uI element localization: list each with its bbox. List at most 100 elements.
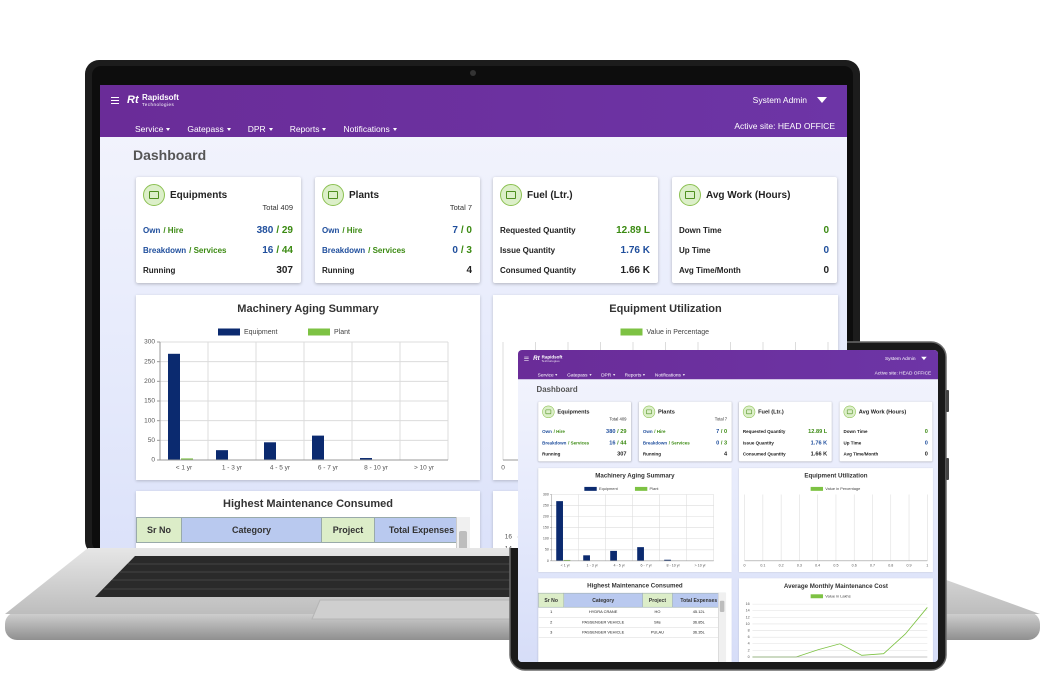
scrollbar-thumb[interactable]: [459, 531, 467, 548]
stat-value-part: 307: [276, 264, 293, 276]
user-menu[interactable]: System Admin: [752, 95, 807, 105]
stat-card: Avg Work (Hours) Down Time 0 Up Time 0 Avg Ti…: [839, 401, 933, 462]
nav-item[interactable]: Reports: [625, 372, 646, 378]
y-tick-label: 50: [545, 548, 549, 552]
chart-title: Equipment Utilization: [804, 473, 867, 480]
stat-label-part: Avg Time/Month: [843, 451, 879, 457]
table-cell: 45.12L: [374, 542, 469, 548]
chart: Machinery Aging Summary Equipment Plant 0 50…: [144, 303, 449, 472]
nav-item[interactable]: Service: [538, 372, 558, 378]
x-tick-label: < 1 yr: [176, 465, 193, 472]
table-title: Highest Maintenance Consumed: [223, 498, 393, 510]
stat-value-part: 380: [256, 224, 274, 236]
table-cell: 3: [538, 627, 564, 638]
stat-label: Consumed Quantity: [500, 266, 576, 275]
stat-label: Up Time: [844, 441, 862, 446]
legend-swatch: [620, 328, 643, 336]
legend-swatch: [810, 594, 824, 599]
top-bar: Rt Rapidsoft Technologies System Admin Servi…: [100, 85, 847, 137]
nav-item[interactable]: Notifications: [655, 372, 685, 378]
x-tick-label: 1 - 3 yr: [587, 563, 599, 567]
nav-item[interactable]: Service: [135, 124, 170, 134]
legend-swatch: [810, 486, 824, 491]
y-tick-label: 0: [547, 559, 549, 563]
nav-item[interactable]: DPR: [248, 124, 273, 134]
stat-value-part: 0: [716, 439, 720, 446]
scrollbar-thumb[interactable]: [719, 600, 725, 613]
page-title: Dashboard: [536, 384, 578, 394]
nav-menu: Service Gatepass DPR Reports Notifications: [538, 372, 685, 378]
stat-label-part: Running: [642, 451, 662, 457]
stat-label-part: Down Time: [843, 429, 868, 435]
card-icon: [322, 184, 344, 206]
stat-card: Avg Work (Hours) Down Time 0 Up Time 0 Avg Ti…: [672, 177, 837, 283]
x-tick-label: 0.3: [797, 563, 802, 567]
user-menu[interactable]: System Admin: [884, 355, 916, 362]
chart-title: Average Monthly Maintenance Cost: [784, 583, 888, 590]
x-tick-label: 0.4: [815, 563, 820, 567]
stat-value-part: / 29: [276, 224, 293, 236]
chart-title: Machinery Aging Summary: [595, 473, 675, 480]
card-icon-glyph: [646, 409, 652, 415]
x-tick-label: 0.2: [779, 563, 784, 567]
x-tick-label: 0.6: [852, 563, 857, 567]
user-caret[interactable]: [921, 356, 927, 361]
x-tick-label: > 10 yr: [414, 465, 435, 472]
y-tick-label: 6: [748, 635, 750, 639]
nav-item[interactable]: Reports: [290, 124, 327, 134]
stat-value: 1.76 K: [621, 245, 650, 256]
bar: [556, 501, 563, 561]
user-caret[interactable]: [817, 97, 827, 103]
stat-value: 0: [925, 428, 928, 434]
nav-item[interactable]: Gatepass: [187, 124, 230, 134]
y-tick-label: 12: [746, 615, 750, 619]
stat-value: 1.76 K: [811, 440, 828, 446]
card-total: Total 7: [449, 203, 472, 212]
nav-item[interactable]: Gatepass: [567, 372, 591, 378]
card-title: Plants: [658, 409, 675, 416]
card-icon-glyph: [746, 409, 752, 415]
bar: [563, 559, 571, 561]
stat-label-part: Breakdown: [322, 246, 366, 255]
stat-value: 0/ 3: [716, 440, 727, 446]
column-header: Sr No: [136, 517, 182, 543]
stat-label-part: / Services: [368, 246, 406, 255]
menu-toggle[interactable]: [524, 356, 529, 361]
x-tick-label: 0: [744, 563, 746, 567]
nav-item[interactable]: Notifications: [343, 124, 396, 134]
legend-swatch: [218, 328, 240, 336]
chart-title: Equipment Utilization: [609, 303, 722, 315]
bar: [181, 458, 193, 460]
column-header: Total Expenses: [374, 517, 469, 543]
card-title: Fuel (Ltr.): [527, 190, 573, 201]
stat-label-part: / Hire: [654, 429, 666, 435]
column-header: Category: [181, 517, 322, 543]
stat-value: 307: [276, 265, 293, 276]
stat-value-part: 0: [924, 439, 928, 446]
menu-toggle[interactable]: [111, 97, 119, 104]
stat-value: 4: [466, 265, 472, 276]
table-cell: HO: [642, 607, 673, 618]
nav-item[interactable]: DPR: [601, 372, 615, 378]
dashboard: Rt Rapidsoft Technologies System Admin Servi…: [518, 350, 938, 662]
stat-label-part: Own: [322, 226, 340, 235]
header-row: Sr No Category Project Total Expenses: [538, 592, 726, 608]
y-tick-label: 100: [144, 417, 155, 424]
stat-label: Up Time: [679, 246, 710, 255]
stat-label: Running: [143, 266, 175, 275]
legend-label: Plant: [650, 486, 660, 491]
stat-value-part: / 3: [460, 244, 472, 256]
stat-card: Equipments Total 409 Own / Hire 380/ 29 Break…: [136, 177, 301, 283]
y-tick-label: 16: [746, 602, 750, 606]
stat-label-part: / Services: [668, 440, 690, 446]
x-tick-label: 0.5: [833, 563, 838, 567]
table-cell: HYDRA CRANE: [181, 542, 322, 548]
y-tick-label: 300: [144, 339, 155, 346]
y-tick-label: 2: [748, 648, 750, 652]
x-tick-label: 0.7: [870, 563, 875, 567]
stat-label-part: Requested Quantity: [500, 226, 576, 235]
x-tick-label: 4 - 5 yr: [614, 563, 626, 567]
